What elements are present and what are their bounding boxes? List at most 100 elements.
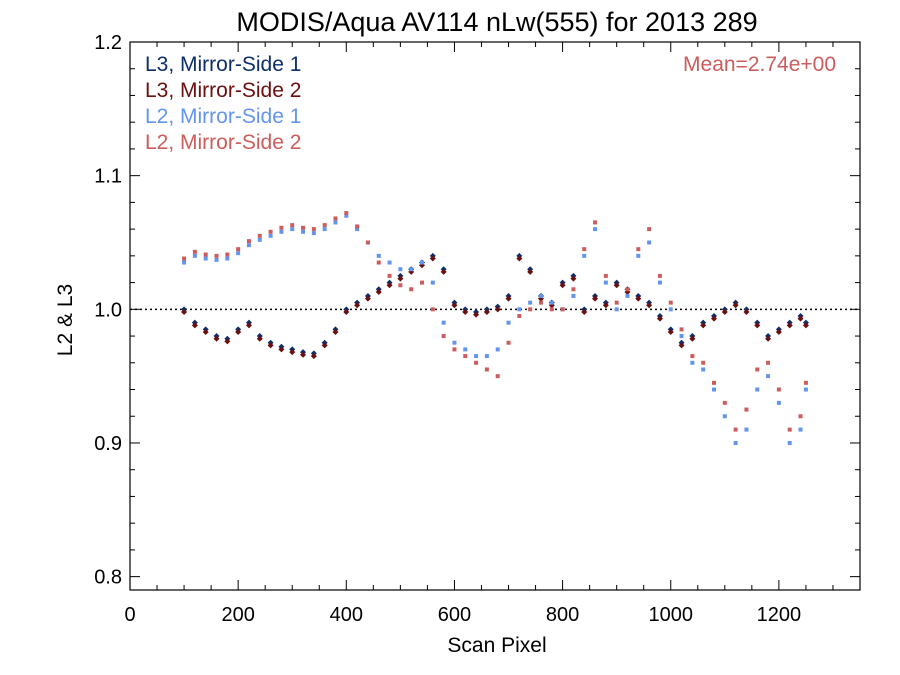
- data-point: [668, 300, 673, 305]
- data-point: [202, 329, 209, 336]
- data-point: [766, 360, 771, 365]
- data-point: [375, 288, 382, 295]
- data-point: [570, 275, 577, 282]
- data-point: [355, 227, 360, 232]
- data-point: [344, 213, 349, 218]
- data-point: [803, 387, 808, 392]
- data-point: [256, 335, 263, 342]
- data-point: [182, 260, 187, 265]
- data-point: [225, 252, 230, 257]
- data-point: [236, 247, 241, 252]
- data-point: [203, 252, 208, 257]
- x-axis: 0 200 400 600 800 1000 1200: [124, 42, 834, 626]
- data-point: [722, 414, 727, 419]
- data-point: [765, 335, 772, 342]
- series-4: [182, 211, 808, 432]
- data-point: [700, 322, 707, 329]
- data-point: [657, 280, 662, 285]
- data-point: [278, 346, 285, 353]
- data-point: [257, 233, 262, 238]
- chart-title: MODIS/Aqua AV114 nLw(555) for 2013 289: [236, 7, 757, 37]
- data-point: [192, 249, 197, 254]
- data-point: [268, 229, 273, 234]
- data-point: [538, 293, 543, 298]
- x-tick-label: 400: [330, 604, 363, 626]
- data-point: [246, 239, 251, 244]
- data-point: [755, 387, 760, 392]
- data-point: [602, 302, 609, 309]
- data-point: [322, 227, 327, 232]
- x-tick-label: 200: [221, 604, 254, 626]
- data-point: [722, 400, 727, 405]
- legend-entry: L3, Mirror-Side 1: [145, 53, 301, 76]
- data-point: [803, 380, 808, 385]
- data-point: [279, 225, 284, 230]
- legend-entry: L3, Mirror-Side 2: [145, 79, 301, 102]
- data-point: [787, 427, 792, 432]
- data-point: [409, 267, 414, 272]
- data-point: [517, 314, 522, 318]
- data-point: [571, 293, 576, 298]
- data-point: [214, 253, 219, 258]
- data-point: [235, 329, 242, 336]
- legend-entry: L2, Mirror-Side 2: [145, 131, 301, 154]
- series-1: [181, 252, 809, 357]
- data-point: [452, 340, 457, 345]
- y-tick-label: 1.1: [94, 166, 122, 188]
- data-point: [321, 342, 328, 349]
- data-point: [441, 334, 446, 339]
- data-point: [559, 282, 566, 289]
- data-point: [495, 374, 500, 379]
- data-point: [364, 295, 371, 302]
- data-point: [668, 307, 673, 312]
- data-point: [290, 223, 295, 228]
- data-point: [246, 243, 251, 248]
- data-point: [733, 440, 738, 445]
- data-point: [474, 354, 479, 359]
- data-point: [484, 367, 489, 372]
- data-point: [257, 237, 262, 242]
- data-point: [181, 308, 188, 315]
- data-point: [647, 227, 652, 232]
- data-point: [582, 253, 587, 258]
- data-point: [300, 351, 307, 358]
- data-point: [636, 247, 641, 252]
- data-point: [365, 240, 370, 245]
- data-point: [593, 220, 598, 225]
- data-point: [310, 353, 317, 360]
- data-point: [376, 260, 381, 265]
- data-point: [398, 283, 403, 288]
- data-point: [430, 307, 435, 312]
- data-point: [614, 307, 619, 312]
- data-point: [483, 308, 490, 315]
- data-point: [245, 322, 252, 329]
- data-point: [333, 216, 338, 221]
- data-point: [192, 253, 197, 258]
- data-point: [354, 302, 361, 309]
- plot-area: [129, 41, 861, 591]
- data-point: [766, 374, 771, 379]
- data-point: [582, 247, 587, 252]
- data-point: [387, 273, 392, 278]
- data-point: [182, 256, 187, 261]
- data-point: [787, 440, 792, 445]
- data-point: [301, 229, 306, 234]
- data-point: [754, 322, 761, 329]
- data-point: [775, 329, 782, 336]
- data-point: [667, 329, 674, 336]
- data-point: [528, 300, 533, 305]
- y-tick-label: 1.2: [94, 32, 122, 54]
- x-axis-label: Scan Pixel: [447, 634, 546, 657]
- data-point: [451, 302, 458, 309]
- x-tick-label: 600: [438, 604, 471, 626]
- data-point: [333, 220, 338, 225]
- data-point: [593, 227, 598, 232]
- data-point: [528, 307, 533, 312]
- data-point: [776, 400, 781, 405]
- data-point: [625, 287, 630, 292]
- data-point: [473, 311, 480, 318]
- data-point: [429, 255, 436, 262]
- series-2: [181, 255, 809, 360]
- legend-entry: L2, Mirror-Side 1: [145, 105, 301, 128]
- data-point: [452, 347, 457, 352]
